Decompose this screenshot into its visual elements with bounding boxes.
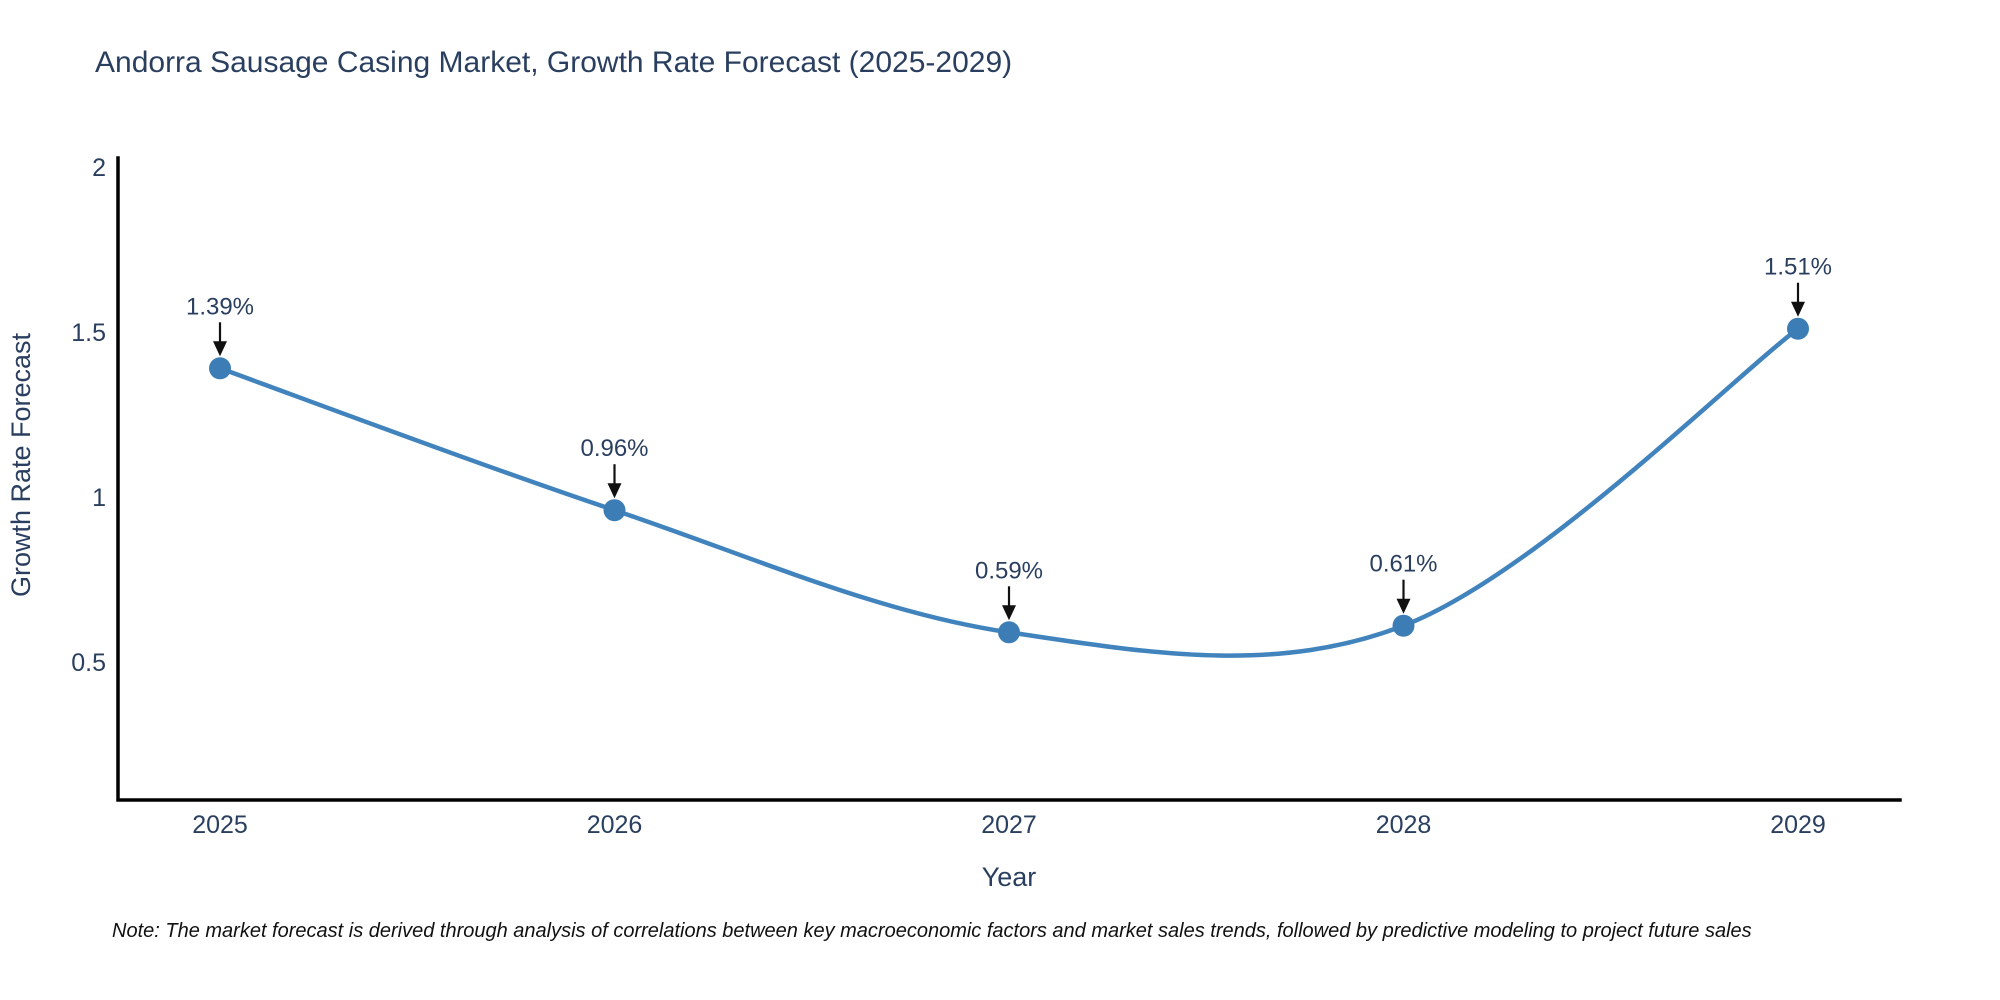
chart-title: Andorra Sausage Casing Market, Growth Ra… xyxy=(95,46,1013,79)
annotation-label: 0.96% xyxy=(580,435,648,462)
y-tick-label: 2 xyxy=(92,154,106,182)
annotation-label: 1.51% xyxy=(1764,254,1832,281)
x-tick-label: 2025 xyxy=(192,811,248,839)
x-tick-label: 2027 xyxy=(981,811,1037,839)
data-point-marker xyxy=(1787,317,1809,340)
footnote: Note: The market forecast is derived thr… xyxy=(112,920,1752,942)
y-tick-label: 1.5 xyxy=(71,319,106,347)
y-axis-title: Growth Rate Forecast xyxy=(6,332,36,597)
y-tick-label: 0.5 xyxy=(71,649,106,677)
x-tick-label: 2028 xyxy=(1376,811,1432,839)
annotation-arrowhead xyxy=(213,341,227,357)
data-point-marker xyxy=(998,621,1020,644)
x-tick-label: 2026 xyxy=(587,811,643,839)
annotation-arrowhead xyxy=(607,483,622,499)
annotation-label: 0.61% xyxy=(1369,551,1437,578)
annotation-label: 1.39% xyxy=(186,293,254,320)
data-point-marker xyxy=(1392,614,1415,637)
annotation-arrowhead xyxy=(1791,301,1805,317)
y-tick-label: 1 xyxy=(92,484,106,512)
annotation-arrowhead xyxy=(1396,598,1411,614)
x-tick-label: 2029 xyxy=(1770,811,1826,839)
data-point-marker xyxy=(209,357,231,380)
annotation-arrowhead xyxy=(1002,605,1016,621)
axis-lines xyxy=(116,156,1902,802)
annotation-label: 0.59% xyxy=(975,557,1043,584)
data-point-marker xyxy=(603,499,626,522)
x-axis-title: Year xyxy=(982,862,1037,892)
